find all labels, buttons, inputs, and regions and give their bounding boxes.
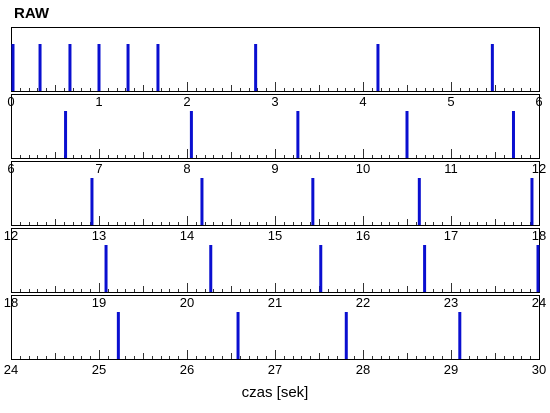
spike — [254, 44, 258, 91]
spike — [116, 312, 120, 359]
spike — [458, 312, 462, 359]
spike — [530, 178, 534, 225]
x-axis-label: czas [sek] — [241, 384, 309, 401]
x-tick-label: 17 — [444, 228, 458, 243]
x-tick-label: 13 — [92, 228, 106, 243]
x-tick-label: 3 — [271, 94, 278, 109]
panel-frame — [11, 94, 540, 159]
spike — [536, 245, 540, 292]
spike — [344, 312, 348, 359]
x-tick-label: 1 — [95, 94, 102, 109]
spike — [38, 44, 42, 91]
spike — [200, 178, 204, 225]
panel-frame — [11, 295, 540, 360]
x-tick-label: 8 — [183, 161, 190, 176]
x-tick-label: 16 — [356, 228, 370, 243]
spike — [126, 44, 130, 91]
x-tick-label: 22 — [356, 295, 370, 310]
spike — [104, 245, 108, 292]
x-tick-label: 25 — [92, 362, 106, 377]
spike — [68, 44, 72, 91]
spike — [511, 111, 515, 158]
chart-title: RAW — [14, 5, 49, 22]
x-tick-label: 24 — [4, 362, 18, 377]
x-tick-label: 14 — [180, 228, 194, 243]
x-tick-label: 5 — [447, 94, 454, 109]
spike — [156, 44, 160, 91]
spike — [417, 178, 421, 225]
spike — [209, 245, 213, 292]
spike — [64, 111, 68, 158]
spike — [236, 312, 240, 359]
spike — [311, 178, 315, 225]
spike — [376, 44, 380, 91]
x-tick-label: 4 — [359, 94, 366, 109]
x-tick-label: 26 — [180, 362, 194, 377]
x-tick-label: 21 — [268, 295, 282, 310]
spike — [405, 111, 409, 158]
x-tick-label: 15 — [268, 228, 282, 243]
panel-frame — [11, 27, 540, 92]
x-tick-label: 10 — [356, 161, 370, 176]
x-tick-label: 23 — [444, 295, 458, 310]
x-tick-label: 20 — [180, 295, 194, 310]
x-tick-label: 19 — [92, 295, 106, 310]
spike — [296, 111, 300, 158]
x-tick-label: 9 — [271, 161, 278, 176]
spike — [189, 111, 193, 158]
spike — [90, 178, 94, 225]
x-tick-label: 11 — [444, 161, 458, 176]
x-tick-label: 27 — [268, 362, 282, 377]
panel-frame — [11, 161, 540, 226]
spike — [319, 245, 323, 292]
spike — [490, 44, 494, 91]
spike — [97, 44, 101, 91]
x-tick-label: 30 — [532, 362, 546, 377]
x-tick-label: 2 — [183, 94, 190, 109]
x-tick-label: 28 — [356, 362, 370, 377]
spike — [423, 245, 427, 292]
x-tick-label: 7 — [95, 161, 102, 176]
x-tick-label: 29 — [444, 362, 458, 377]
spike — [11, 44, 15, 91]
